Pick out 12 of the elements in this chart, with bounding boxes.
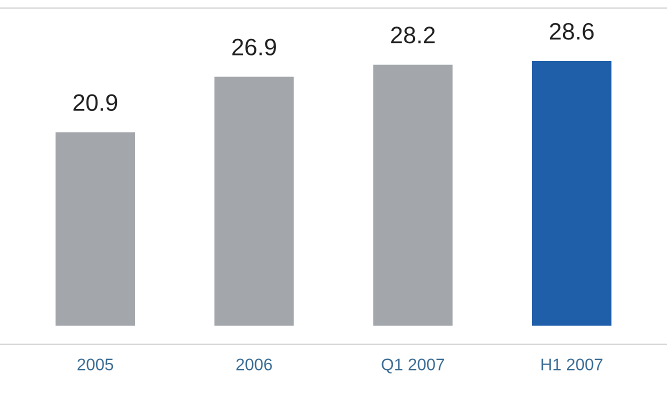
bar bbox=[56, 132, 135, 326]
x-tick-label: 2006 bbox=[236, 358, 272, 370]
data-label: 28.2 bbox=[391, 26, 435, 44]
bar bbox=[214, 76, 294, 326]
x-tick-label: Q1 2007 bbox=[382, 358, 444, 374]
bar bbox=[373, 64, 453, 326]
data-label: 28.6 bbox=[550, 22, 594, 40]
x-tick-label: H1 2007 bbox=[542, 358, 602, 370]
data-label: 26.9 bbox=[232, 38, 276, 56]
x-tick-label: 2005 bbox=[78, 358, 114, 370]
bar bbox=[532, 61, 612, 326]
data-label: 20.9 bbox=[74, 94, 118, 111]
